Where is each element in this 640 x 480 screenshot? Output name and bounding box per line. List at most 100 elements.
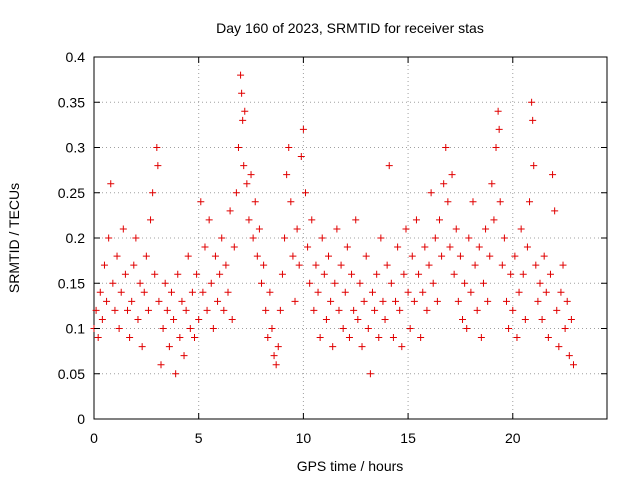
x-tick-label: 5 [195,430,203,446]
data-point [396,306,404,314]
data-point [304,243,312,251]
data-point [469,198,477,206]
data-point [182,306,190,314]
y-tick-label: 0.2 [66,230,86,246]
data-point [274,343,282,351]
data-point [124,306,132,314]
data-point [216,270,224,278]
data-point [392,297,400,305]
data-point [398,343,406,351]
data-point [264,334,272,342]
data-point [240,162,248,170]
data-point [312,261,320,269]
data-point [239,116,247,124]
y-tick-label: 0.15 [58,275,85,291]
data-point [523,243,531,251]
data-point [495,125,503,133]
data-point [180,352,188,360]
grid [94,57,607,419]
data-point [109,279,117,287]
data-point [130,261,138,269]
data-point [446,243,454,251]
data-point [207,279,215,287]
data-point [509,306,517,314]
data-point [178,297,186,305]
data-point [417,334,425,342]
data-point [379,297,387,305]
data-point [107,180,115,188]
data-point [278,270,286,278]
data-point [343,243,351,251]
data-point [415,270,423,278]
data-point [431,234,439,242]
data-point [333,225,341,233]
data-point [301,189,309,197]
data-point [320,270,328,278]
data-point [471,261,479,269]
data-point [154,162,162,170]
data-point [423,306,431,314]
data-point [521,315,529,323]
data-point [228,315,236,323]
data-point [345,334,353,342]
data-point [329,343,337,351]
data-point [385,162,393,170]
data-point [400,270,408,278]
x-tick-label: 20 [505,430,521,446]
data-point [176,334,184,342]
x-axis-label: GPS time / hours [297,458,404,474]
data-point [515,288,523,296]
data-points [90,71,577,378]
y-tick-label: 0.25 [58,185,85,201]
data-point [500,234,508,242]
data-point [463,325,471,332]
y-tick-label: 0 [77,411,85,427]
data-point [113,252,121,260]
data-point [260,261,268,269]
data-point [389,334,397,342]
data-point [565,352,573,360]
data-point [358,343,366,351]
data-point [532,261,540,269]
data-point [153,144,161,151]
data-point [465,234,473,242]
data-point [147,216,155,224]
data-point [368,288,376,296]
data-point [456,252,464,260]
data-point [442,144,450,151]
data-point [237,71,245,79]
data-point [538,315,546,323]
data-point [502,297,510,305]
y-axis-label: SRMTID / TECUs [6,183,22,293]
data-point [316,334,324,342]
data-point [128,297,136,305]
data-point [167,288,175,296]
data-point [433,297,441,305]
data-point [322,315,330,323]
data-point [218,234,226,242]
data-point [209,325,217,332]
data-point [498,261,506,269]
data-point [530,162,538,170]
data-point [387,279,395,287]
data-point [553,306,561,314]
data-point [534,297,542,305]
data-point [362,252,370,260]
data-point [186,325,194,332]
data-point [360,297,368,305]
data-point [484,297,492,305]
data-point [157,361,165,369]
data-point [138,343,146,351]
data-point [448,171,456,179]
data-point [149,189,157,197]
y-tick-label: 0.35 [58,94,85,110]
data-point [121,270,129,278]
data-point [350,306,358,314]
data-point [234,144,242,151]
data-point [444,198,452,206]
data-point [291,297,299,305]
data-point [536,279,544,287]
data-point [289,252,297,260]
data-point [111,306,119,314]
data-point [519,270,527,278]
